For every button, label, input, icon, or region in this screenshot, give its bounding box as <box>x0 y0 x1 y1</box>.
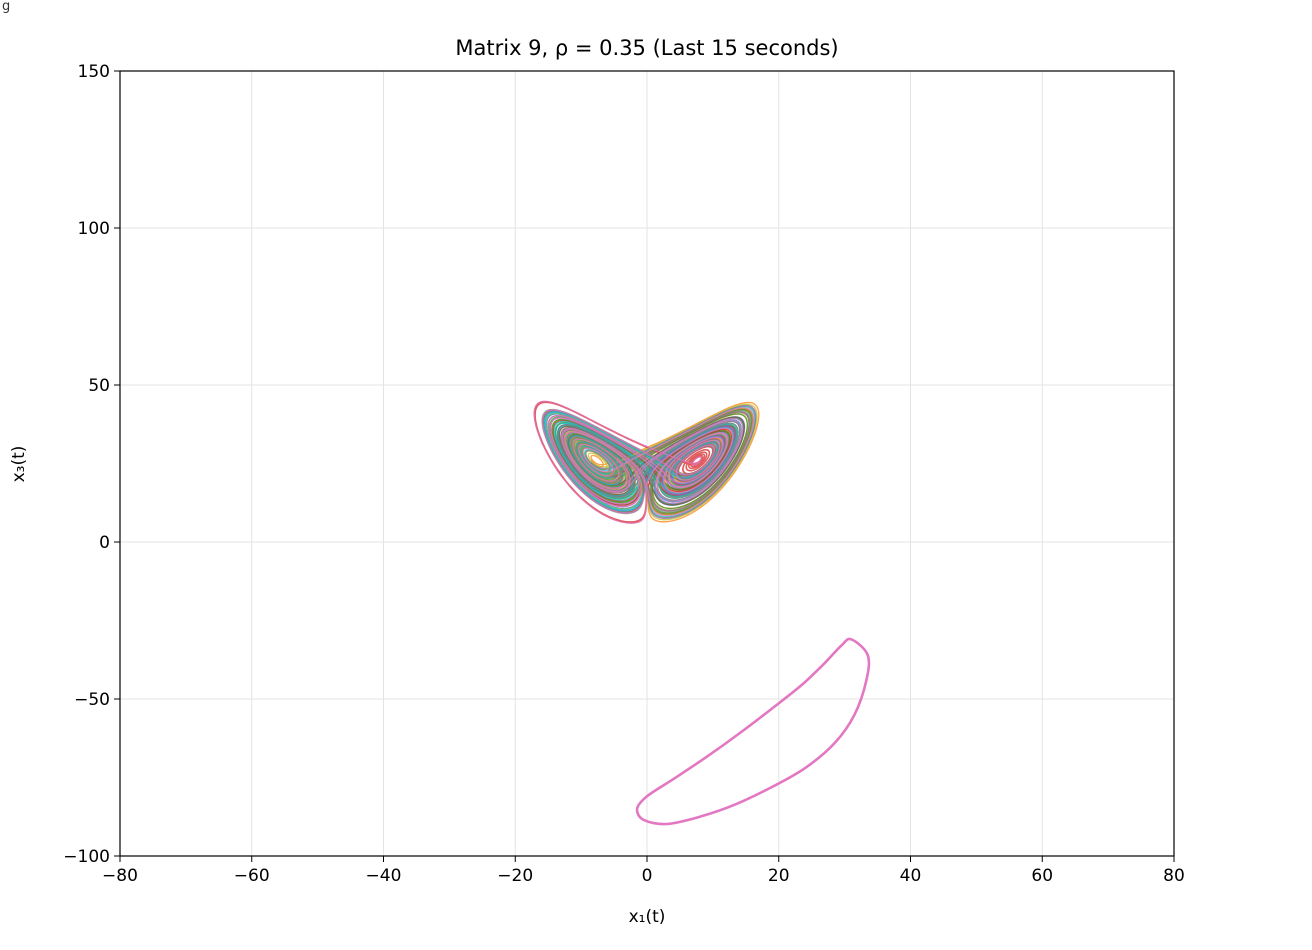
y-axis-label: x₃(t) <box>9 446 29 483</box>
x-tick-label-4: 0 <box>642 866 653 886</box>
corner-label: g <box>2 0 10 14</box>
x-tick-label-3: −20 <box>497 866 533 886</box>
x-axis-ticks: −80 −60 −40 −20 0 20 40 60 80 <box>102 856 1185 886</box>
y-tick-label-0: −100 <box>63 847 110 867</box>
y-tick-label-5: 150 <box>78 62 110 82</box>
attractor-trajectories <box>533 400 760 524</box>
x-tick-label-6: 40 <box>900 866 922 886</box>
y-axis-ticks: −100 −50 0 50 100 150 <box>63 62 120 867</box>
y-tick-label-3: 50 <box>88 376 110 396</box>
attractor-trajectory-9 <box>533 400 755 524</box>
x-tick-label-8: 80 <box>1163 866 1185 886</box>
x-tick-label-1: −60 <box>234 866 270 886</box>
x-tick-label-5: 20 <box>768 866 790 886</box>
x-tick-label-0: −80 <box>102 866 138 886</box>
y-tick-label-1: −50 <box>74 690 110 710</box>
x-tick-label-2: −40 <box>366 866 402 886</box>
x-tick-label-7: 60 <box>1031 866 1053 886</box>
series-layer <box>635 637 871 826</box>
y-tick-label-2: 0 <box>99 533 110 553</box>
y-tick-label-4: 100 <box>78 219 110 239</box>
chart-title: Matrix 9, ρ = 0.35 (Last 15 seconds) <box>455 36 838 60</box>
series-line-0 <box>635 637 871 826</box>
x-axis-label: x₁(t) <box>629 907 666 927</box>
